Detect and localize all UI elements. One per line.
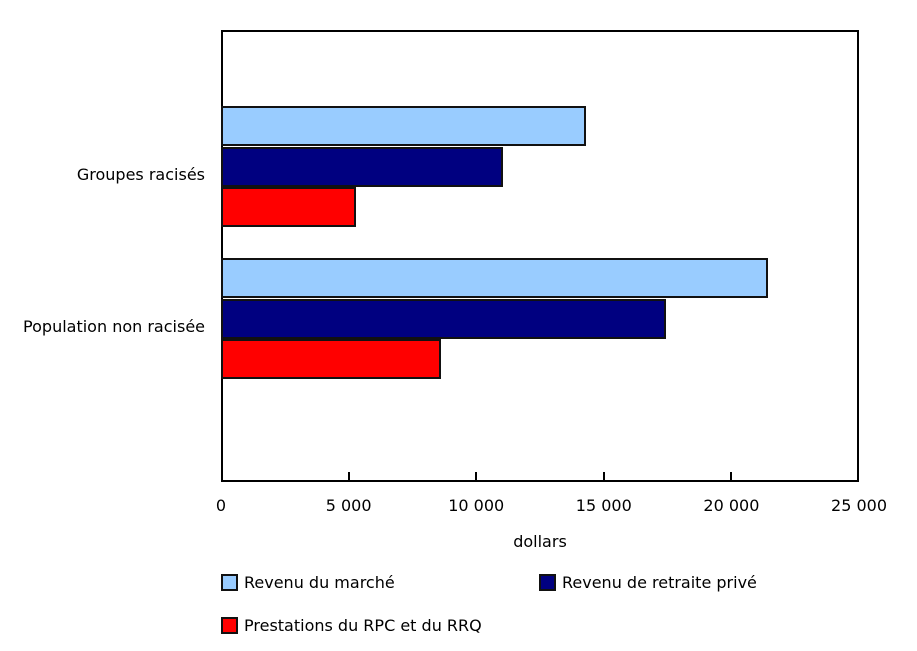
legend-item-revenu-retraite-prive: Revenu de retraite privé <box>539 573 757 592</box>
plot-area <box>221 30 859 482</box>
bar <box>221 106 586 146</box>
x-tick-label: 10 000 <box>448 496 505 515</box>
x-tick <box>730 472 733 482</box>
x-axis-label: dollars <box>513 532 567 551</box>
category-label-groupes-racises: Groupes racisés <box>76 165 205 184</box>
legend-swatch <box>221 617 238 634</box>
x-tick-label: 25 000 <box>831 496 887 515</box>
x-tick-label: 0 <box>215 496 227 515</box>
legend-item-revenu-marche: Revenu du marché <box>221 573 395 592</box>
legend-label: Prestations du RPC et du RRQ <box>244 616 482 635</box>
x-tick <box>475 472 478 482</box>
legend-item-prestations-rpc-rrq: Prestations du RPC et du RRQ <box>221 616 482 635</box>
bar <box>221 339 441 379</box>
legend-label: Revenu de retraite privé <box>562 573 757 592</box>
legend-swatch <box>539 574 556 591</box>
x-tick <box>347 472 350 482</box>
bar <box>221 298 667 339</box>
bar <box>221 187 356 227</box>
x-tick-label: 15 000 <box>575 496 632 515</box>
x-tick-label: 20 000 <box>703 496 760 515</box>
category-label-population-non-racisee: Population non racisée <box>23 317 205 336</box>
legend-swatch <box>221 574 238 591</box>
legend-label: Revenu du marché <box>244 573 395 592</box>
x-tick <box>602 472 605 482</box>
x-tick-label: 5 000 <box>325 496 372 515</box>
bar <box>221 146 503 187</box>
bar <box>221 258 768 298</box>
